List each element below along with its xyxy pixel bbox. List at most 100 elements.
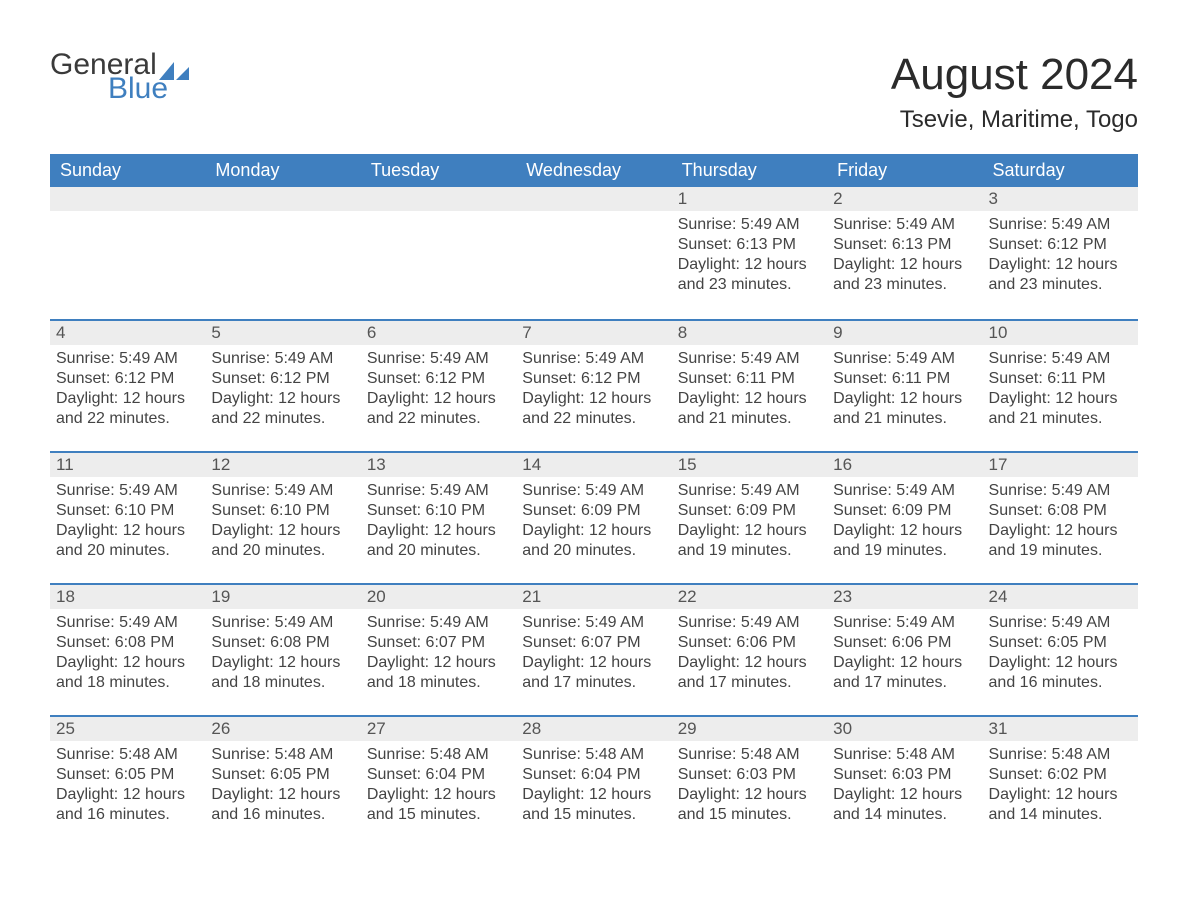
- daylight-line: Daylight: 12 hours and 18 minutes.: [211, 653, 354, 693]
- sunset-line: Sunset: 6:04 PM: [522, 765, 665, 785]
- day-body: Sunrise: 5:49 AMSunset: 6:10 PMDaylight:…: [361, 477, 516, 569]
- day-body: Sunrise: 5:49 AMSunset: 6:12 PMDaylight:…: [50, 345, 205, 437]
- calendar-day-cell: 10Sunrise: 5:49 AMSunset: 6:11 PMDayligh…: [983, 319, 1138, 451]
- calendar-week-row: 1Sunrise: 5:49 AMSunset: 6:13 PMDaylight…: [50, 187, 1138, 319]
- day-number: 6: [361, 319, 516, 345]
- day-number: 7: [516, 319, 671, 345]
- sunset-line: Sunset: 6:06 PM: [833, 633, 976, 653]
- day-number: 10: [983, 319, 1138, 345]
- calendar-week-row: 18Sunrise: 5:49 AMSunset: 6:08 PMDayligh…: [50, 583, 1138, 715]
- sunrise-line: Sunrise: 5:48 AM: [367, 745, 510, 765]
- day-body: Sunrise: 5:49 AMSunset: 6:07 PMDaylight:…: [516, 609, 671, 701]
- sunset-line: Sunset: 6:11 PM: [678, 369, 821, 389]
- daylight-line: Daylight: 12 hours and 21 minutes.: [989, 389, 1132, 429]
- daylight-line: Daylight: 12 hours and 21 minutes.: [678, 389, 821, 429]
- calendar-day-cell: 5Sunrise: 5:49 AMSunset: 6:12 PMDaylight…: [205, 319, 360, 451]
- day-body: Sunrise: 5:49 AMSunset: 6:11 PMDaylight:…: [983, 345, 1138, 437]
- sunset-line: Sunset: 6:12 PM: [522, 369, 665, 389]
- daylight-line: Daylight: 12 hours and 16 minutes.: [989, 653, 1132, 693]
- weekday-header: Sunday: [50, 154, 205, 187]
- day-body: Sunrise: 5:49 AMSunset: 6:06 PMDaylight:…: [827, 609, 982, 701]
- calendar-day-cell: 27Sunrise: 5:48 AMSunset: 6:04 PMDayligh…: [361, 715, 516, 847]
- day-body: Sunrise: 5:49 AMSunset: 6:05 PMDaylight:…: [983, 609, 1138, 701]
- sunset-line: Sunset: 6:12 PM: [211, 369, 354, 389]
- calendar-week-row: 4Sunrise: 5:49 AMSunset: 6:12 PMDaylight…: [50, 319, 1138, 451]
- sunset-line: Sunset: 6:12 PM: [367, 369, 510, 389]
- day-number: 12: [205, 451, 360, 477]
- daylight-line: Daylight: 12 hours and 23 minutes.: [989, 255, 1132, 295]
- calendar-day-cell: 13Sunrise: 5:49 AMSunset: 6:10 PMDayligh…: [361, 451, 516, 583]
- sunset-line: Sunset: 6:03 PM: [833, 765, 976, 785]
- day-body: Sunrise: 5:49 AMSunset: 6:08 PMDaylight:…: [50, 609, 205, 701]
- sunrise-line: Sunrise: 5:49 AM: [989, 215, 1132, 235]
- daylight-line: Daylight: 12 hours and 22 minutes.: [367, 389, 510, 429]
- calendar-table: SundayMondayTuesdayWednesdayThursdayFrid…: [50, 154, 1138, 847]
- day-body: Sunrise: 5:49 AMSunset: 6:09 PMDaylight:…: [516, 477, 671, 569]
- day-body: Sunrise: 5:49 AMSunset: 6:12 PMDaylight:…: [516, 345, 671, 437]
- day-number: 30: [827, 715, 982, 741]
- sunrise-line: Sunrise: 5:49 AM: [989, 613, 1132, 633]
- daylight-line: Daylight: 12 hours and 17 minutes.: [522, 653, 665, 693]
- sunset-line: Sunset: 6:08 PM: [56, 633, 199, 653]
- sunrise-line: Sunrise: 5:49 AM: [56, 481, 199, 501]
- sunset-line: Sunset: 6:10 PM: [367, 501, 510, 521]
- day-number: 28: [516, 715, 671, 741]
- day-number: 21: [516, 583, 671, 609]
- month-title: August 2024: [891, 50, 1138, 100]
- calendar-day-cell: 16Sunrise: 5:49 AMSunset: 6:09 PMDayligh…: [827, 451, 982, 583]
- day-body: Sunrise: 5:49 AMSunset: 6:13 PMDaylight:…: [672, 211, 827, 303]
- calendar-day-cell: [205, 187, 360, 319]
- sunset-line: Sunset: 6:05 PM: [989, 633, 1132, 653]
- day-number: 5: [205, 319, 360, 345]
- sunrise-line: Sunrise: 5:49 AM: [989, 481, 1132, 501]
- sunset-line: Sunset: 6:04 PM: [367, 765, 510, 785]
- weekday-header: Friday: [827, 154, 982, 187]
- day-body: Sunrise: 5:48 AMSunset: 6:02 PMDaylight:…: [983, 741, 1138, 833]
- day-body: Sunrise: 5:49 AMSunset: 6:12 PMDaylight:…: [983, 211, 1138, 303]
- sunset-line: Sunset: 6:08 PM: [211, 633, 354, 653]
- day-number: 31: [983, 715, 1138, 741]
- daylight-line: Daylight: 12 hours and 19 minutes.: [989, 521, 1132, 561]
- calendar-day-cell: 6Sunrise: 5:49 AMSunset: 6:12 PMDaylight…: [361, 319, 516, 451]
- sunrise-line: Sunrise: 5:48 AM: [211, 745, 354, 765]
- calendar-day-cell: 26Sunrise: 5:48 AMSunset: 6:05 PMDayligh…: [205, 715, 360, 847]
- weekday-header: Wednesday: [516, 154, 671, 187]
- calendar-day-cell: 24Sunrise: 5:49 AMSunset: 6:05 PMDayligh…: [983, 583, 1138, 715]
- sunrise-line: Sunrise: 5:48 AM: [678, 745, 821, 765]
- calendar-day-cell: 28Sunrise: 5:48 AMSunset: 6:04 PMDayligh…: [516, 715, 671, 847]
- sunrise-line: Sunrise: 5:49 AM: [833, 349, 976, 369]
- calendar-week-row: 11Sunrise: 5:49 AMSunset: 6:10 PMDayligh…: [50, 451, 1138, 583]
- daylight-line: Daylight: 12 hours and 19 minutes.: [678, 521, 821, 561]
- daylight-line: Daylight: 12 hours and 22 minutes.: [522, 389, 665, 429]
- day-body: Sunrise: 5:49 AMSunset: 6:12 PMDaylight:…: [205, 345, 360, 437]
- sunrise-line: Sunrise: 5:49 AM: [522, 613, 665, 633]
- sunrise-line: Sunrise: 5:48 AM: [56, 745, 199, 765]
- sunset-line: Sunset: 6:03 PM: [678, 765, 821, 785]
- day-number: 8: [672, 319, 827, 345]
- calendar-day-cell: [361, 187, 516, 319]
- daylight-line: Daylight: 12 hours and 20 minutes.: [211, 521, 354, 561]
- daylight-line: Daylight: 12 hours and 20 minutes.: [522, 521, 665, 561]
- sunrise-line: Sunrise: 5:49 AM: [833, 613, 976, 633]
- sunset-line: Sunset: 6:13 PM: [678, 235, 821, 255]
- day-number: 4: [50, 319, 205, 345]
- calendar-day-cell: 31Sunrise: 5:48 AMSunset: 6:02 PMDayligh…: [983, 715, 1138, 847]
- day-body: Sunrise: 5:48 AMSunset: 6:05 PMDaylight:…: [205, 741, 360, 833]
- day-body: Sunrise: 5:49 AMSunset: 6:10 PMDaylight:…: [205, 477, 360, 569]
- daylight-line: Daylight: 12 hours and 17 minutes.: [678, 653, 821, 693]
- sunset-line: Sunset: 6:05 PM: [211, 765, 354, 785]
- weekday-header: Thursday: [672, 154, 827, 187]
- day-number: 13: [361, 451, 516, 477]
- sunset-line: Sunset: 6:13 PM: [833, 235, 976, 255]
- sunrise-line: Sunrise: 5:49 AM: [211, 349, 354, 369]
- day-number: 29: [672, 715, 827, 741]
- daylight-line: Daylight: 12 hours and 18 minutes.: [367, 653, 510, 693]
- day-body: Sunrise: 5:49 AMSunset: 6:07 PMDaylight:…: [361, 609, 516, 701]
- day-number-empty: [205, 187, 360, 211]
- day-number: 3: [983, 187, 1138, 211]
- sunrise-line: Sunrise: 5:48 AM: [833, 745, 976, 765]
- sunrise-line: Sunrise: 5:49 AM: [833, 481, 976, 501]
- title-block: August 2024 Tsevie, Maritime, Togo: [891, 50, 1138, 134]
- calendar-day-cell: 1Sunrise: 5:49 AMSunset: 6:13 PMDaylight…: [672, 187, 827, 319]
- sunrise-line: Sunrise: 5:49 AM: [367, 481, 510, 501]
